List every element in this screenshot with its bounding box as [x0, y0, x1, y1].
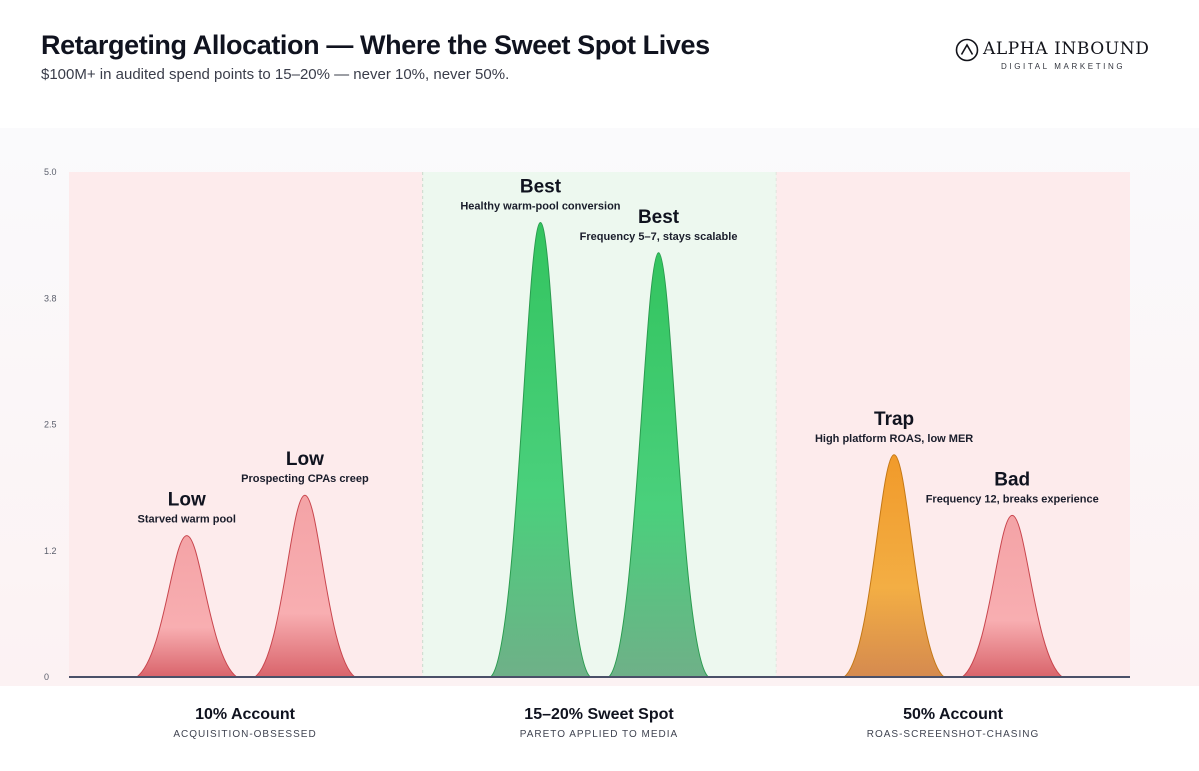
zone-background	[422, 172, 777, 677]
peak-note: Frequency 5–7, stays scalable	[580, 231, 738, 243]
peak-shape	[960, 514, 1064, 678]
chart-subtitle: $100M+ in audited spend points to 15–20%…	[41, 66, 510, 83]
peak-label: Low	[168, 490, 206, 511]
group-subtitle-50pct: ROAS-SCREENSHOT-CHASING	[866, 729, 1040, 740]
group-name-50pct: 50% Account	[903, 706, 1003, 723]
y-tick-label: 2.5	[44, 420, 57, 430]
chart-title: Retargeting Allocation — Where the Sweet…	[41, 30, 710, 60]
y-tick-label: 0	[44, 672, 49, 682]
peak-label: Bad	[994, 469, 1030, 490]
logo-name: ALPHA INBOUND	[983, 39, 1150, 59]
peak-shape	[488, 221, 592, 678]
peak-shape	[842, 454, 946, 678]
peak-shape	[253, 494, 357, 678]
zone-background	[69, 172, 423, 677]
y-tick-label: 3.8	[44, 293, 57, 303]
footer-band	[0, 686, 1199, 771]
group-subtitle-10pct: ACQUISITION-OBSESSED	[173, 729, 317, 740]
peak-note: Healthy warm-pool conversion	[460, 201, 620, 213]
peak-label: Best	[520, 177, 562, 198]
zone-background	[776, 172, 1130, 677]
peak-shape	[607, 252, 711, 678]
group-name-sweet-spot: 15–20% Sweet Spot	[524, 706, 674, 723]
peak-note: Frequency 12, breaks experience	[926, 493, 1099, 505]
group-subtitle-sweet-spot: PARETO APPLIED TO MEDIA	[519, 729, 679, 740]
logo-tagline: DIGITAL MARKETING	[1001, 62, 1126, 71]
peak-label: Trap	[874, 409, 914, 430]
y-tick-label: 5.0	[44, 167, 57, 177]
peak-note: Prospecting CPAs creep	[241, 473, 369, 485]
peak-label: Best	[638, 207, 680, 228]
group-name-10pct: 10% Account	[195, 706, 295, 723]
logo-mark-icon	[955, 38, 979, 62]
brand-logo: ALPHA INBOUND DIGITAL MARKETING	[955, 38, 1155, 74]
peak-note: Starved warm pool	[138, 514, 236, 526]
peak-shape	[135, 535, 239, 678]
peak-label: Low	[286, 449, 324, 470]
peak-note: High platform ROAS, low MER	[815, 433, 973, 445]
header: Retargeting Allocation — Where the Sweet…	[0, 0, 1199, 128]
y-tick-label: 1.2	[44, 546, 57, 556]
